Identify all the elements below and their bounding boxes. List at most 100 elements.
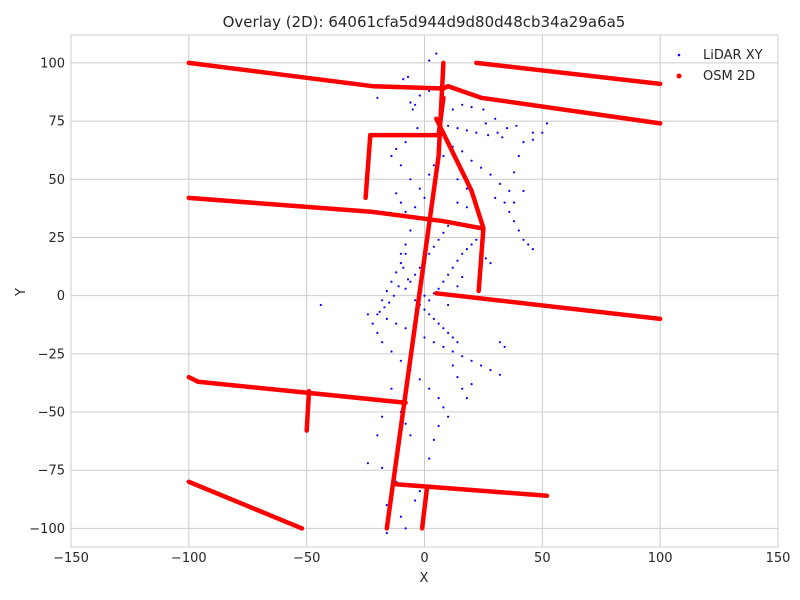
osm-road-polyline bbox=[434, 116, 486, 294]
lidar-point bbox=[465, 397, 468, 400]
lidar-point bbox=[376, 434, 379, 437]
lidar-point bbox=[456, 201, 459, 204]
lidar-point bbox=[366, 313, 369, 316]
lidar-point bbox=[399, 262, 402, 265]
lidar-point bbox=[482, 108, 485, 111]
lidar-point bbox=[494, 117, 497, 120]
lidar-point bbox=[465, 129, 468, 132]
lidar-point bbox=[489, 173, 492, 176]
lidar-point bbox=[456, 127, 459, 130]
lidar-point bbox=[371, 322, 374, 325]
lidar-point bbox=[366, 462, 369, 465]
lidar-point bbox=[447, 273, 450, 276]
lidar-point bbox=[409, 178, 412, 181]
lidar-point bbox=[475, 238, 478, 241]
lidar-point bbox=[461, 252, 464, 255]
lidar-point bbox=[435, 52, 438, 55]
lidar-point bbox=[381, 466, 384, 469]
lidar-point bbox=[442, 154, 445, 158]
lidar-point bbox=[501, 136, 504, 139]
lidar-point bbox=[395, 322, 398, 325]
legend-marker-osm-2d bbox=[676, 73, 682, 79]
x-tick-label: 100 bbox=[648, 551, 673, 566]
lidar-point bbox=[406, 278, 410, 281]
chart-title: Overlay (2D): 64061cfa5d944d9d80d48cb34a… bbox=[223, 13, 626, 31]
x-tick-label: 50 bbox=[534, 551, 551, 566]
lidar-point bbox=[428, 299, 431, 302]
lidar-point bbox=[475, 131, 478, 134]
lidar-point bbox=[442, 327, 445, 330]
lidar-point bbox=[531, 248, 535, 251]
lidar-point bbox=[451, 108, 454, 111]
lidar-point bbox=[513, 220, 516, 223]
x-tick-label: −50 bbox=[293, 551, 320, 566]
x-tick-label: 0 bbox=[420, 551, 428, 566]
lidar-point bbox=[381, 299, 384, 302]
lidar-point bbox=[447, 331, 450, 334]
lidar-point bbox=[428, 457, 431, 460]
lidar-point bbox=[442, 280, 445, 283]
lidar-point bbox=[404, 527, 407, 530]
lidar-point bbox=[508, 210, 511, 213]
lidar-point bbox=[402, 266, 405, 269]
x-tick-label: 150 bbox=[766, 551, 791, 566]
lidar-point bbox=[432, 245, 435, 248]
lidar-point bbox=[428, 313, 431, 316]
lidar-point bbox=[470, 106, 473, 109]
lidar-point bbox=[390, 154, 393, 158]
lidar-point bbox=[395, 192, 398, 195]
lidar-point bbox=[522, 238, 525, 241]
lidar-point bbox=[447, 415, 450, 418]
lidar-point bbox=[451, 364, 454, 367]
y-tick-label: 50 bbox=[48, 173, 65, 188]
lidar-point bbox=[442, 231, 445, 234]
osm-road-polyline bbox=[304, 388, 312, 433]
lidar-point bbox=[461, 150, 464, 153]
lidar-point bbox=[480, 166, 483, 169]
lidar-point bbox=[406, 75, 410, 78]
lidar-point bbox=[392, 294, 395, 297]
lidar-point bbox=[432, 164, 435, 167]
lidar-point bbox=[409, 229, 412, 232]
x-axis-label: X bbox=[420, 571, 429, 586]
lidar-point bbox=[480, 364, 483, 367]
lidar-point bbox=[484, 257, 487, 260]
lidar-point bbox=[409, 280, 412, 283]
lidar-point bbox=[376, 96, 379, 99]
x-tick-label: −150 bbox=[53, 551, 89, 566]
lidar-point bbox=[522, 141, 525, 144]
lidar-point bbox=[428, 252, 431, 255]
lidar-point bbox=[381, 415, 384, 418]
lidar-point bbox=[399, 515, 402, 518]
lidar-point bbox=[404, 327, 407, 330]
lidar-point bbox=[465, 206, 468, 209]
lidar-point bbox=[428, 89, 431, 92]
lidar-point bbox=[517, 154, 520, 158]
lidar-point bbox=[456, 285, 459, 288]
lidar-point bbox=[494, 196, 497, 199]
lidar-point bbox=[404, 287, 407, 290]
lidar-point bbox=[378, 310, 381, 313]
lidar-point bbox=[414, 299, 417, 302]
lidar-point bbox=[470, 159, 473, 162]
lidar-point bbox=[390, 350, 393, 353]
osm-road-polyline bbox=[393, 481, 550, 499]
lidar-point bbox=[447, 224, 450, 227]
lidar-point bbox=[503, 201, 506, 204]
lidar-point bbox=[390, 280, 393, 283]
y-tick-label: 75 bbox=[48, 115, 65, 130]
legend: LiDAR XY OSM 2D bbox=[676, 48, 763, 84]
lidar-point bbox=[456, 341, 459, 344]
lidar-point bbox=[319, 303, 322, 307]
lidar-point bbox=[527, 243, 530, 246]
lidar-point bbox=[545, 122, 549, 125]
lidar-point bbox=[404, 141, 407, 144]
y-tick-label: 25 bbox=[48, 231, 65, 246]
lidar-point bbox=[414, 499, 417, 502]
lidar-point bbox=[496, 131, 499, 134]
lidar-point bbox=[451, 350, 454, 353]
lidar-point bbox=[399, 164, 402, 167]
lidar-point bbox=[461, 355, 464, 358]
lidar-point bbox=[399, 359, 402, 362]
